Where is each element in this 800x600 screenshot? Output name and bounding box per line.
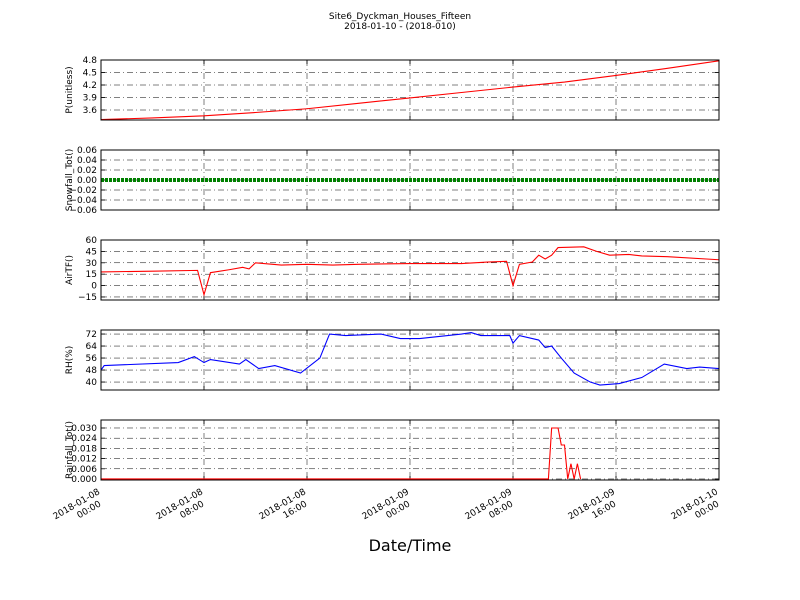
x-tick-label: 2018-01-10 00:00	[670, 486, 728, 532]
panel: P(unitless) 3.6 3.9 4.2 4.5 4.8	[65, 56, 720, 121]
y-tick-label: 0.018	[71, 444, 97, 454]
y-tick-label: 3.9	[83, 94, 98, 104]
plot-frame	[100, 239, 720, 301]
y-tick-label: 0.006	[71, 465, 97, 475]
y-tick-label: 60	[86, 236, 98, 246]
plot-frame	[100, 149, 720, 211]
y-tick-label: 72	[86, 330, 97, 340]
data-line	[101, 60, 719, 120]
x-tick-label: 2018-01-09 00:00	[361, 486, 419, 532]
y-tick-label: −15	[78, 293, 97, 303]
y-tick-label: 4.5	[83, 69, 97, 79]
y-tick-label: 0.030	[71, 424, 97, 434]
y-tick-label: 64	[86, 342, 98, 352]
x-tick-label: 2018-01-08 08:00	[155, 486, 213, 532]
y-axis-label: RH(%)	[65, 346, 75, 375]
y-axis-label: P(unitless)	[65, 66, 75, 113]
data-line	[101, 331, 719, 386]
y-tick-label: 0	[91, 282, 97, 292]
figure-subtitle: 2018-01-10 - (2018-010)	[344, 22, 456, 32]
panel: RH(%) 40 48 56 64 72	[65, 329, 720, 391]
data-line	[101, 246, 719, 297]
y-tick-label: 45	[86, 247, 97, 257]
x-tick-label: 2018-01-08 00:00	[52, 486, 110, 532]
x-tick-label: 2018-01-08 16:00	[258, 486, 316, 532]
panel: Rainfall_Tot()0.0000.0060.0120.0180.0240…	[52, 419, 728, 532]
y-tick-label: −0.04	[69, 196, 97, 206]
plot-frame	[100, 419, 720, 481]
y-tick-label: −0.02	[69, 186, 97, 196]
x-tick-label: 2018-01-09 08:00	[464, 486, 522, 532]
y-tick-label: 0.000	[71, 475, 97, 485]
y-axis-label: AirTF()	[65, 255, 75, 285]
x-tick-label: 2018-01-09 16:00	[567, 486, 625, 532]
y-tick-label: 0.012	[71, 455, 97, 465]
y-tick-label: 0.00	[77, 176, 97, 186]
y-tick-label: 48	[86, 366, 98, 376]
y-tick-label: 40	[86, 378, 98, 388]
y-tick-label: 3.6	[83, 106, 98, 116]
x-axis-label: Date/Time	[369, 536, 452, 555]
y-axis-label: Snowfall_Tot()	[65, 149, 75, 212]
y-tick-label: 4.2	[83, 81, 97, 91]
y-tick-label: 0.02	[77, 166, 97, 176]
y-tick-label: 0.024	[71, 434, 97, 444]
y-tick-label: 15	[86, 270, 97, 280]
y-tick-label: 0.06	[77, 146, 97, 156]
figure-title: Site6_Dyckman_Houses_Fifteen	[329, 12, 471, 22]
data-line	[101, 427, 582, 480]
y-tick-label: 0.04	[77, 156, 97, 166]
panel: Snowfall_Tot()−0.06−0.04−0.020.000.020.0…	[65, 146, 720, 216]
plot-frame	[100, 59, 720, 121]
y-tick-label: 4.8	[83, 56, 98, 66]
y-tick-label: 56	[86, 354, 98, 364]
y-tick-label: 30	[86, 259, 98, 269]
y-axis-label: Rainfall_Tot()	[65, 421, 75, 479]
plot-frame	[100, 329, 720, 391]
y-tick-label: −0.06	[69, 206, 97, 216]
